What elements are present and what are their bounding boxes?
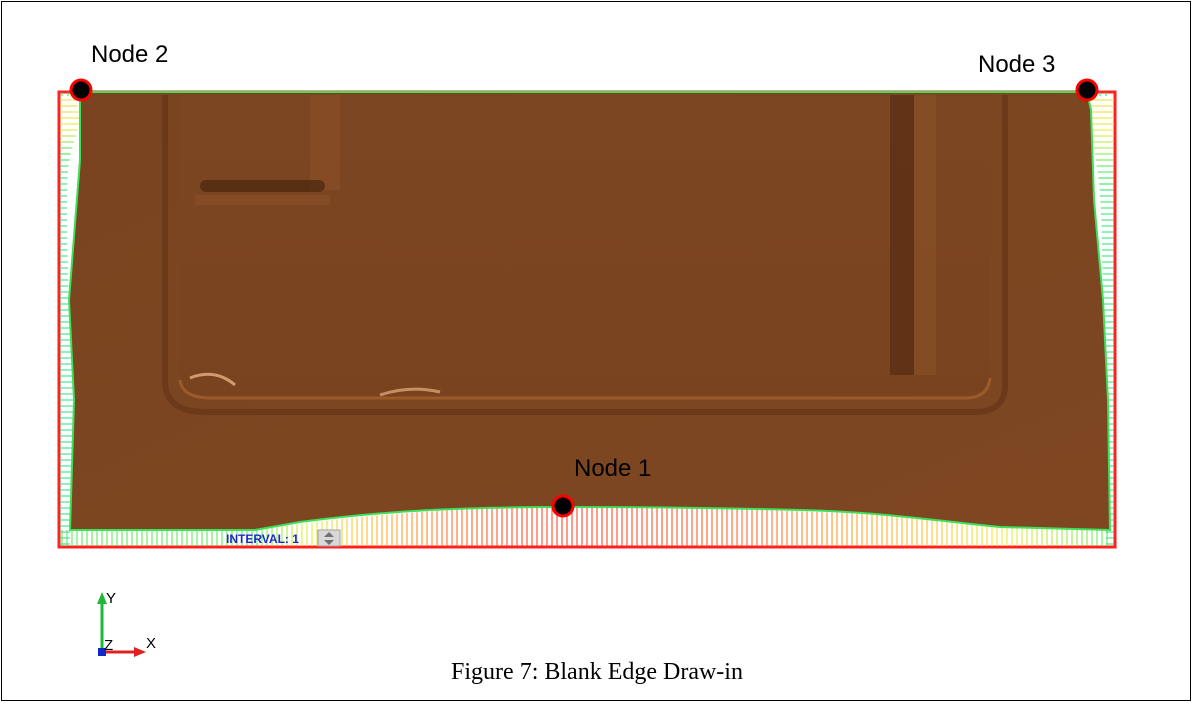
node-1-marker xyxy=(551,494,575,518)
node-1[interactable]: Node 1 xyxy=(551,455,651,518)
x-axis-label: X xyxy=(146,635,156,652)
x-axis-arrow xyxy=(134,647,146,657)
node-1-label: Node 1 xyxy=(574,455,651,482)
node-2-label: Node 2 xyxy=(91,41,168,68)
node-3[interactable]: Node 3 xyxy=(978,51,1099,102)
figure-caption: Figure 7: Blank Edge Draw-in xyxy=(451,659,743,685)
interval-indicator[interactable]: INTERVAL: 1 xyxy=(226,529,341,547)
z-axis-label: Z xyxy=(104,637,113,654)
node-2-marker xyxy=(69,78,93,102)
node-3-label: Node 3 xyxy=(978,51,1055,78)
interval-label: INTERVAL: 1 xyxy=(226,532,299,546)
z-axis-marker xyxy=(98,648,106,656)
y-axis-label: Y xyxy=(106,590,116,607)
stamped-pocket xyxy=(162,95,1008,415)
node-2[interactable]: Node 2 xyxy=(69,41,168,102)
axis-triad: Y X Z xyxy=(97,590,156,657)
node-3-marker xyxy=(1075,78,1099,102)
y-axis-arrow xyxy=(97,592,107,604)
